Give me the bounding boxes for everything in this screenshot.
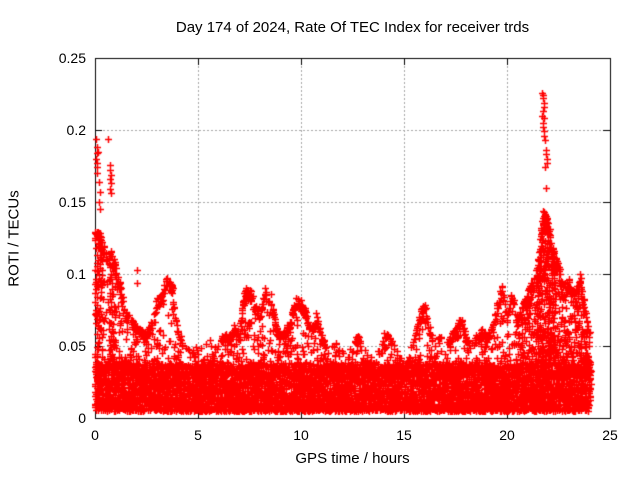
x-tick-label-2: 10 bbox=[293, 427, 309, 443]
y-tick-label-3: 0.15 bbox=[58, 194, 86, 210]
x-tick-label-0: 0 bbox=[91, 427, 99, 443]
y-tick-label-5: 0.25 bbox=[58, 50, 86, 66]
chart-title: Day 174 of 2024, Rate Of TEC Index for r… bbox=[175, 19, 530, 36]
y-tick-label-2: 0.1 bbox=[66, 266, 86, 282]
x-tick-label-3: 15 bbox=[396, 427, 412, 443]
x-axis-label: GPS time / hours bbox=[295, 450, 410, 467]
x-tick-label-4: 20 bbox=[499, 427, 515, 443]
x-tick-label-1: 5 bbox=[194, 427, 202, 443]
x-tick-label-5: 25 bbox=[602, 427, 618, 443]
y-tick-label-0: 0 bbox=[78, 410, 86, 426]
y-tick-label-1: 0.05 bbox=[58, 338, 86, 354]
y-tick-label-4: 0.2 bbox=[66, 122, 86, 138]
